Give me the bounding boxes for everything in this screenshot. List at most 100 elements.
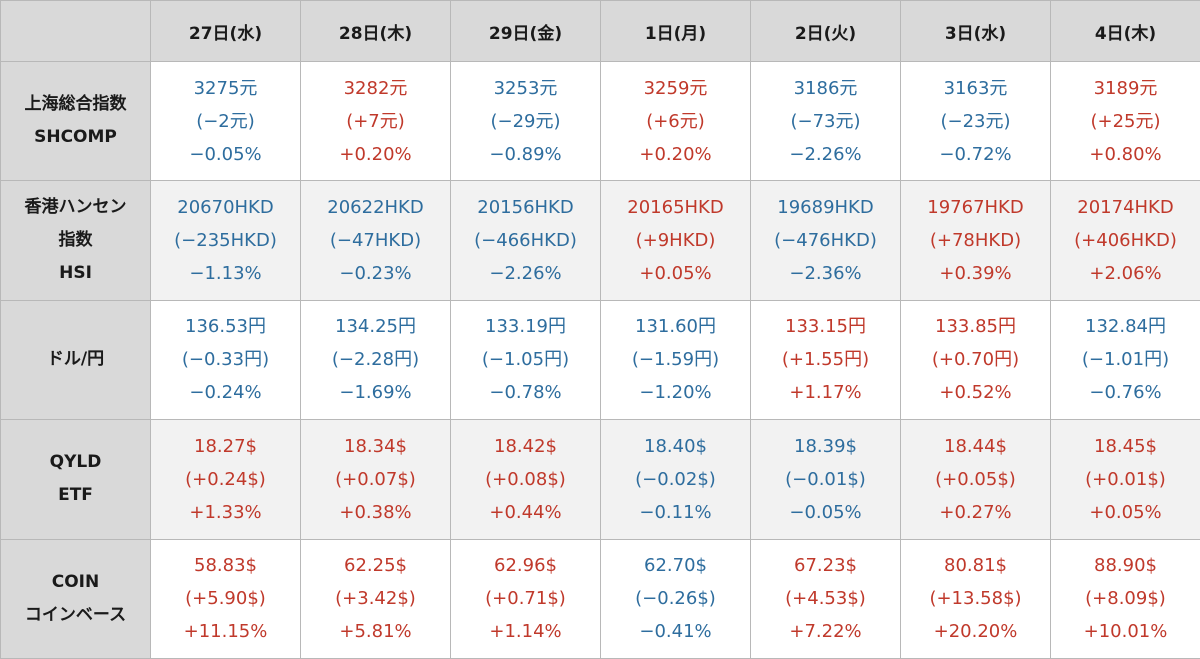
price-change: (−2.28円) — [331, 349, 420, 371]
price-change: (+3.42$) — [335, 588, 416, 610]
price-cell: 134.25円 (−2.28円) −1.69% — [300, 299, 451, 421]
price-change: (+0.70円) — [931, 349, 1020, 371]
price-change: (−0.33円) — [181, 349, 270, 371]
price-value: 18.44$ — [944, 435, 1007, 457]
price-value: 133.85円 — [935, 316, 1016, 338]
price-change: (+0.71$) — [485, 588, 566, 610]
percent-change: +20.20% — [933, 621, 1018, 643]
percent-change: −2.36% — [789, 263, 862, 285]
percent-change: −1.20% — [639, 382, 712, 404]
percent-change: −0.76% — [1089, 382, 1162, 404]
price-change: (+4.53$) — [785, 588, 866, 610]
row-label-line: 指数 — [58, 230, 93, 251]
price-value: 3253元 — [493, 77, 558, 99]
price-cell: 18.45$ (+0.01$) +0.05% — [1050, 419, 1200, 540]
price-value: 3282元 — [343, 77, 408, 99]
percent-change: +0.27% — [939, 501, 1012, 523]
table-row: COIN コインベース 58.83$ (+5.90$) +11.15% 62.25$ (+3… — [0, 538, 1200, 659]
percent-change: +10.01% — [1083, 621, 1168, 643]
price-cell: 20156HKD (−466HKD) −2.26% — [450, 180, 601, 301]
price-change: (−0.02$) — [635, 468, 716, 490]
price-value: 80.81$ — [944, 555, 1007, 577]
price-cell: 88.90$ (+8.09$) +10.01% — [1050, 538, 1200, 659]
price-value: 133.19円 — [485, 316, 566, 338]
percent-change: +0.20% — [639, 143, 712, 165]
row-label-line: SHCOMP — [34, 127, 117, 148]
percent-change: +0.80% — [1089, 143, 1162, 165]
price-change: (−466HKD) — [474, 230, 577, 252]
price-cell: 136.53円 (−0.33円) −0.24% — [150, 299, 301, 421]
percent-change: −0.23% — [339, 263, 412, 285]
price-cell: 18.44$ (+0.05$) +0.27% — [900, 419, 1051, 540]
price-value: 19689HKD — [777, 197, 874, 219]
percent-change: +0.05% — [639, 263, 712, 285]
row-label: ドル/円 — [0, 299, 151, 421]
row-label-line: ETF — [58, 485, 93, 506]
price-cell: 20622HKD (−47HKD) −0.23% — [300, 180, 451, 301]
percent-change: −0.41% — [639, 621, 712, 643]
column-header-day: 4日(木) — [1050, 0, 1200, 62]
price-cell: 20174HKD (+406HKD) +2.06% — [1050, 180, 1200, 301]
row-label: QYLD ETF — [0, 419, 151, 540]
percent-change: +2.06% — [1089, 263, 1162, 285]
price-change: (+5.90$) — [185, 588, 266, 610]
column-header-day: 1日(月) — [600, 0, 751, 62]
percent-change: +0.52% — [939, 382, 1012, 404]
price-value: 3275元 — [193, 77, 258, 99]
column-header-day: 28日(木) — [300, 0, 451, 62]
table-row: QYLD ETF 18.27$ (+0.24$) +1.33% 18.34$ (+0.07$… — [0, 419, 1200, 540]
price-value: 18.42$ — [494, 435, 557, 457]
price-value: 20174HKD — [1077, 197, 1174, 219]
price-value: 131.60円 — [635, 316, 716, 338]
percent-change: −1.69% — [339, 382, 412, 404]
price-value: 20622HKD — [327, 197, 424, 219]
price-change: (−23元) — [940, 110, 1011, 132]
price-value: 18.45$ — [1094, 435, 1157, 457]
price-cell: 3189元 (+25元) +0.80% — [1050, 60, 1200, 182]
percent-change: +0.38% — [339, 501, 412, 523]
row-label-line: COIN — [51, 571, 100, 592]
row-label: 上海総合指数 SHCOMP — [0, 60, 151, 182]
price-value: 3186元 — [793, 77, 858, 99]
price-value: 88.90$ — [1094, 555, 1157, 577]
price-value: 18.39$ — [794, 435, 857, 457]
price-cell: 3259元 (+6元) +0.20% — [600, 60, 751, 182]
percent-change: +0.44% — [489, 501, 562, 523]
percent-change: +1.33% — [189, 501, 262, 523]
price-cell: 20670HKD (−235HKD) −1.13% — [150, 180, 301, 301]
price-change: (−47HKD) — [329, 230, 422, 252]
price-value: 20165HKD — [627, 197, 724, 219]
percent-change: −0.72% — [939, 143, 1012, 165]
price-cell: 3163元 (−23元) −0.72% — [900, 60, 1051, 182]
price-cell: 58.83$ (+5.90$) +11.15% — [150, 538, 301, 659]
price-cell: 67.23$ (+4.53$) +7.22% — [750, 538, 901, 659]
percent-change: −0.11% — [639, 501, 712, 523]
price-cell: 18.42$ (+0.08$) +0.44% — [450, 419, 601, 540]
price-cell: 18.27$ (+0.24$) +1.33% — [150, 419, 301, 540]
price-change: (+25元) — [1090, 110, 1161, 132]
price-change: (+0.05$) — [935, 468, 1016, 490]
price-value: 20670HKD — [177, 197, 274, 219]
table-body: 上海総合指数 SHCOMP 3275元 (−2元) −0.05% 3282元 (+7元) +0… — [0, 60, 1200, 659]
price-change: (−476HKD) — [774, 230, 877, 252]
row-label-line: 上海総合指数 — [24, 94, 127, 115]
row-label: 香港ハンセン 指数 HSI — [0, 180, 151, 301]
price-value: 67.23$ — [794, 555, 857, 577]
price-value: 58.83$ — [194, 555, 257, 577]
percent-change: +0.05% — [1089, 501, 1162, 523]
price-value: 133.15円 — [785, 316, 866, 338]
price-change: (+0.07$) — [335, 468, 416, 490]
percent-change: +5.81% — [339, 621, 412, 643]
price-value: 62.96$ — [494, 555, 557, 577]
price-change: (−1.05円) — [481, 349, 570, 371]
percent-change: +0.20% — [339, 143, 412, 165]
row-label: COIN コインベース — [0, 538, 151, 659]
price-cell: 3186元 (−73元) −2.26% — [750, 60, 901, 182]
price-cell: 133.19円 (−1.05円) −0.78% — [450, 299, 601, 421]
price-value: 62.25$ — [344, 555, 407, 577]
price-value: 18.34$ — [344, 435, 407, 457]
price-value: 134.25円 — [335, 316, 416, 338]
price-cell: 19767HKD (+78HKD) +0.39% — [900, 180, 1051, 301]
price-change: (−1.01円) — [1081, 349, 1170, 371]
price-change: (+406HKD) — [1074, 230, 1177, 252]
